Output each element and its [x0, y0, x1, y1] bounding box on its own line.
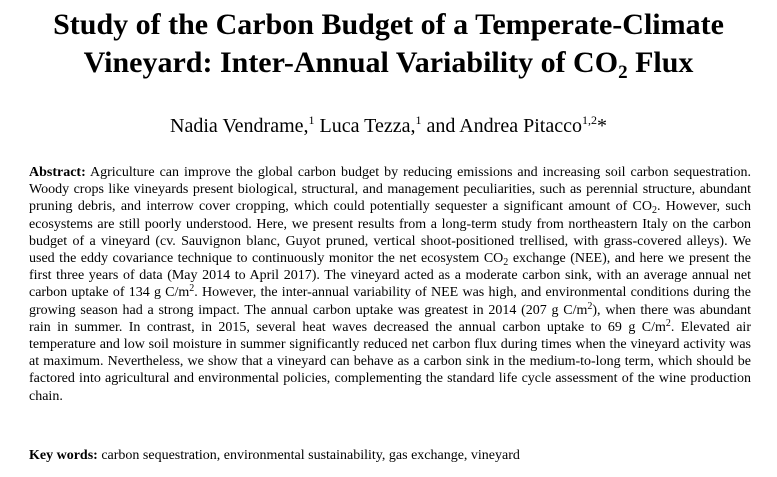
- abstract-text-2: . However, such ecosystems are still poo…: [29, 199, 751, 267]
- abstract-label: Abstract:: [29, 165, 86, 180]
- author-2: Luca Tezza,: [314, 115, 416, 137]
- title-line-1: Study of the Carbon Budget of a Temperat…: [53, 8, 724, 41]
- author-1: Nadia Vendrame,: [170, 115, 309, 137]
- author-2-affiliation: 1: [415, 113, 422, 127]
- author-3-affiliation: 1,2: [581, 113, 597, 127]
- keywords-text: carbon sequestration, environmental sust…: [97, 448, 520, 463]
- abstract-text-5: ), when there was abundant rain in summe…: [29, 302, 751, 335]
- paper-title: Study of the Carbon Budget of a Temperat…: [0, 6, 777, 82]
- abstract-superscript-2: 2: [587, 300, 593, 312]
- abstract-text-4: . However, the inter-annual variability …: [29, 285, 751, 318]
- author-3: and Andrea Pitacco: [421, 115, 582, 137]
- abstract-superscript-1: 2: [189, 283, 195, 295]
- title-line-2-end: Flux: [627, 46, 694, 79]
- author-list: Nadia Vendrame,1 Luca Tezza,1 and Andrea…: [0, 114, 777, 138]
- title-line-2-text: Vineyard: Inter-Annual Variability of CO: [83, 46, 619, 79]
- abstract-superscript-3: 2: [665, 317, 671, 329]
- title-line-2: Vineyard: Inter-Annual Variability of CO…: [0, 44, 777, 82]
- corresponding-author-mark: *: [596, 115, 607, 137]
- abstract-text-6: . Elevated air temperature and low soil …: [29, 319, 751, 404]
- abstract: Abstract: Agriculture can improve the gl…: [29, 164, 751, 405]
- abstract-subscript-1: 2: [652, 205, 657, 217]
- abstract-subscript-2: 2: [503, 257, 509, 269]
- keywords: Key words: carbon sequestration, environ…: [29, 447, 751, 464]
- author-1-affiliation: 1: [308, 113, 315, 127]
- abstract-text-3: exchange (NEE), and here we present the …: [29, 251, 752, 301]
- title-subscript: 2: [618, 62, 628, 83]
- keywords-label: Key words:: [29, 448, 98, 463]
- abstract-text-1: Agriculture can improve the global carbo…: [29, 165, 751, 215]
